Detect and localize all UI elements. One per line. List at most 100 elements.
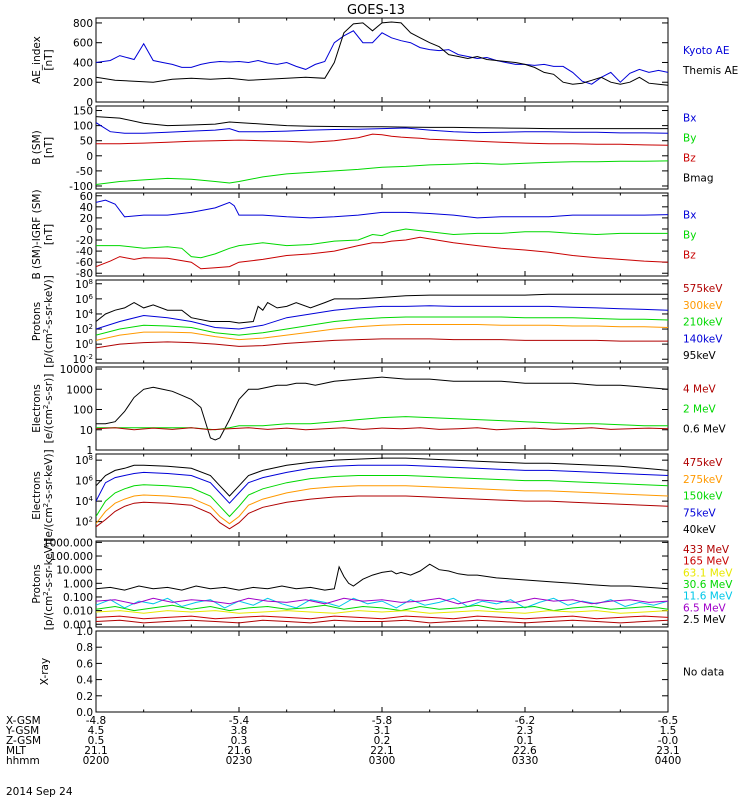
series-2-5-mev: [96, 563, 668, 591]
y-tick-label: 0: [86, 97, 93, 109]
panel-frame: [95, 17, 669, 103]
series-63-1-mev: [96, 610, 668, 614]
y-tick-label: 0.8: [76, 642, 93, 654]
y-tick-label: 0.4: [76, 675, 93, 687]
footer-row-label: hhmm: [6, 755, 40, 767]
footer-value: 21.1: [84, 745, 107, 757]
series-by: [96, 228, 668, 259]
y-tick-label: 102: [75, 516, 93, 529]
y-tick-label: -20: [76, 235, 93, 247]
y-tick-label: 100: [73, 121, 93, 133]
series-0-6-mev: [96, 376, 668, 441]
series-40kev: [96, 457, 668, 497]
y-tick-label: 1000: [66, 384, 93, 396]
y-tick-label: 104: [75, 308, 93, 321]
legend-themis-ae: Themis AE: [682, 65, 738, 77]
footer-value: 0230: [226, 755, 253, 767]
series-bx: [96, 122, 668, 134]
y-axis-label: X-ray: [39, 658, 51, 685]
footer-value: 22.1: [370, 745, 393, 757]
y-axis-label: Protons: [31, 302, 43, 341]
y-axis-label: Electrons: [31, 384, 43, 433]
y-axis-label: AE_index: [31, 36, 43, 84]
legend-210kev: 210keV: [683, 317, 723, 329]
legend-kyoto-ae: Kyoto AE: [683, 45, 729, 57]
series-275kev: [96, 485, 668, 525]
legend-bz: Bz: [683, 153, 696, 165]
legend-30-6-mev: 30.6 MeV: [683, 579, 733, 591]
series-210kev: [96, 316, 668, 336]
footer-value: 0.1: [517, 735, 534, 747]
footer-value: -4.8: [86, 715, 107, 727]
legend-165-mev: 165 MeV: [683, 556, 730, 568]
footer-value: 3.8: [231, 725, 248, 737]
y-tick-label: 150: [73, 106, 93, 118]
y-tick-label: 108: [75, 278, 93, 291]
y-tick-label: 10000: [60, 364, 93, 376]
footer-value: 0200: [83, 755, 110, 767]
footer-row-label: X-GSM: [6, 715, 41, 727]
y-tick-label: 0.2: [76, 691, 93, 703]
footer-value: 0400: [655, 755, 682, 767]
footer-value: 0330: [512, 755, 539, 767]
y-tick-label: -40: [76, 246, 93, 258]
y-tick-label: 102: [75, 323, 93, 336]
panel-frame: [95, 366, 669, 451]
y-tick-label: -50: [76, 166, 93, 178]
footer-row-label: MLT: [6, 745, 26, 757]
legend-475kev: 475keV: [683, 457, 723, 469]
y-axis-label: B (SM)-IGRF (SM): [31, 189, 43, 279]
y-tick-label: 0.6: [76, 658, 93, 670]
series-bmag: [96, 116, 668, 130]
series-165-mev: [96, 615, 668, 620]
legend-bx: Bx: [683, 210, 696, 222]
y-tick-label: 600: [73, 38, 93, 50]
legend-575kev: 575keV: [683, 283, 723, 295]
y-tick-label: 100.000: [50, 551, 93, 563]
series-11-6-mev: [96, 597, 668, 609]
y-axis-label: [nT]: [43, 49, 55, 70]
panel-8: 0.0 0.2 0.4 0.6 0.8 1.0 X-ray No data: [39, 626, 724, 719]
y-tick-label: 100: [73, 405, 93, 417]
legend-11-6-mev: 11.6 MeV: [683, 591, 733, 603]
panel-5: 1 10 100 1000 10000 Electrons [e/(cm2-s-sr)] 4 …: [31, 364, 727, 457]
panel-frame: [95, 105, 669, 190]
plot-title: GOES-13: [347, 3, 405, 18]
y-tick-label: 60: [80, 191, 93, 203]
y-axis-label: [e/(cm2-s-sr-keV)]: [42, 449, 55, 541]
y-tick-label: 400: [73, 57, 93, 69]
y-tick-label: 106: [75, 293, 93, 306]
series-bz: [96, 133, 668, 146]
series-475kev: [96, 495, 668, 530]
y-tick-label: -100: [69, 181, 93, 193]
y-axis-label: Electrons: [31, 471, 43, 520]
legend-6-5-mev: 6.5 MeV: [683, 602, 727, 614]
footer-value: 22.6: [513, 745, 537, 757]
y-axis-label: [nT]: [43, 137, 55, 158]
y-axis-label: [nT]: [43, 224, 55, 245]
series-4-mev: [96, 427, 668, 431]
y-tick-label: 0.010: [63, 606, 93, 618]
y-axis-label: Protons: [31, 564, 43, 603]
y-tick-label: 1.000: [63, 578, 93, 590]
legend-300kev: 300keV: [683, 300, 723, 312]
footer-value: -6.5: [658, 715, 679, 727]
y-tick-label: 0.001: [63, 619, 93, 631]
legend-63-1-mev: 63.1 MeV: [683, 567, 733, 579]
footer-row-label: Z-GSM: [6, 735, 41, 747]
panel-frame: [95, 192, 669, 277]
legend-140kev: 140keV: [683, 333, 723, 345]
footer-value: -5.4: [229, 715, 250, 727]
panel-4: 10-2 100 102 104 106 108 Protons[p/(cm2-s-sr-k…: [31, 275, 723, 367]
footer-value: 4.5: [88, 725, 105, 737]
y-tick-label: 1: [86, 445, 93, 457]
legend-4-mev: 4 MeV: [683, 384, 717, 396]
footer-value: 3.1: [374, 725, 391, 737]
y-tick-label: -60: [76, 257, 93, 269]
panel-frame: [95, 279, 669, 364]
legend-150kev: 150keV: [683, 491, 723, 503]
x-axis-footer: X-GSM -4.8 -5.4 -5.8 -6.2 -6.5 Y-GSM 4.5 3.8 3.1 2…: [5, 715, 681, 767]
